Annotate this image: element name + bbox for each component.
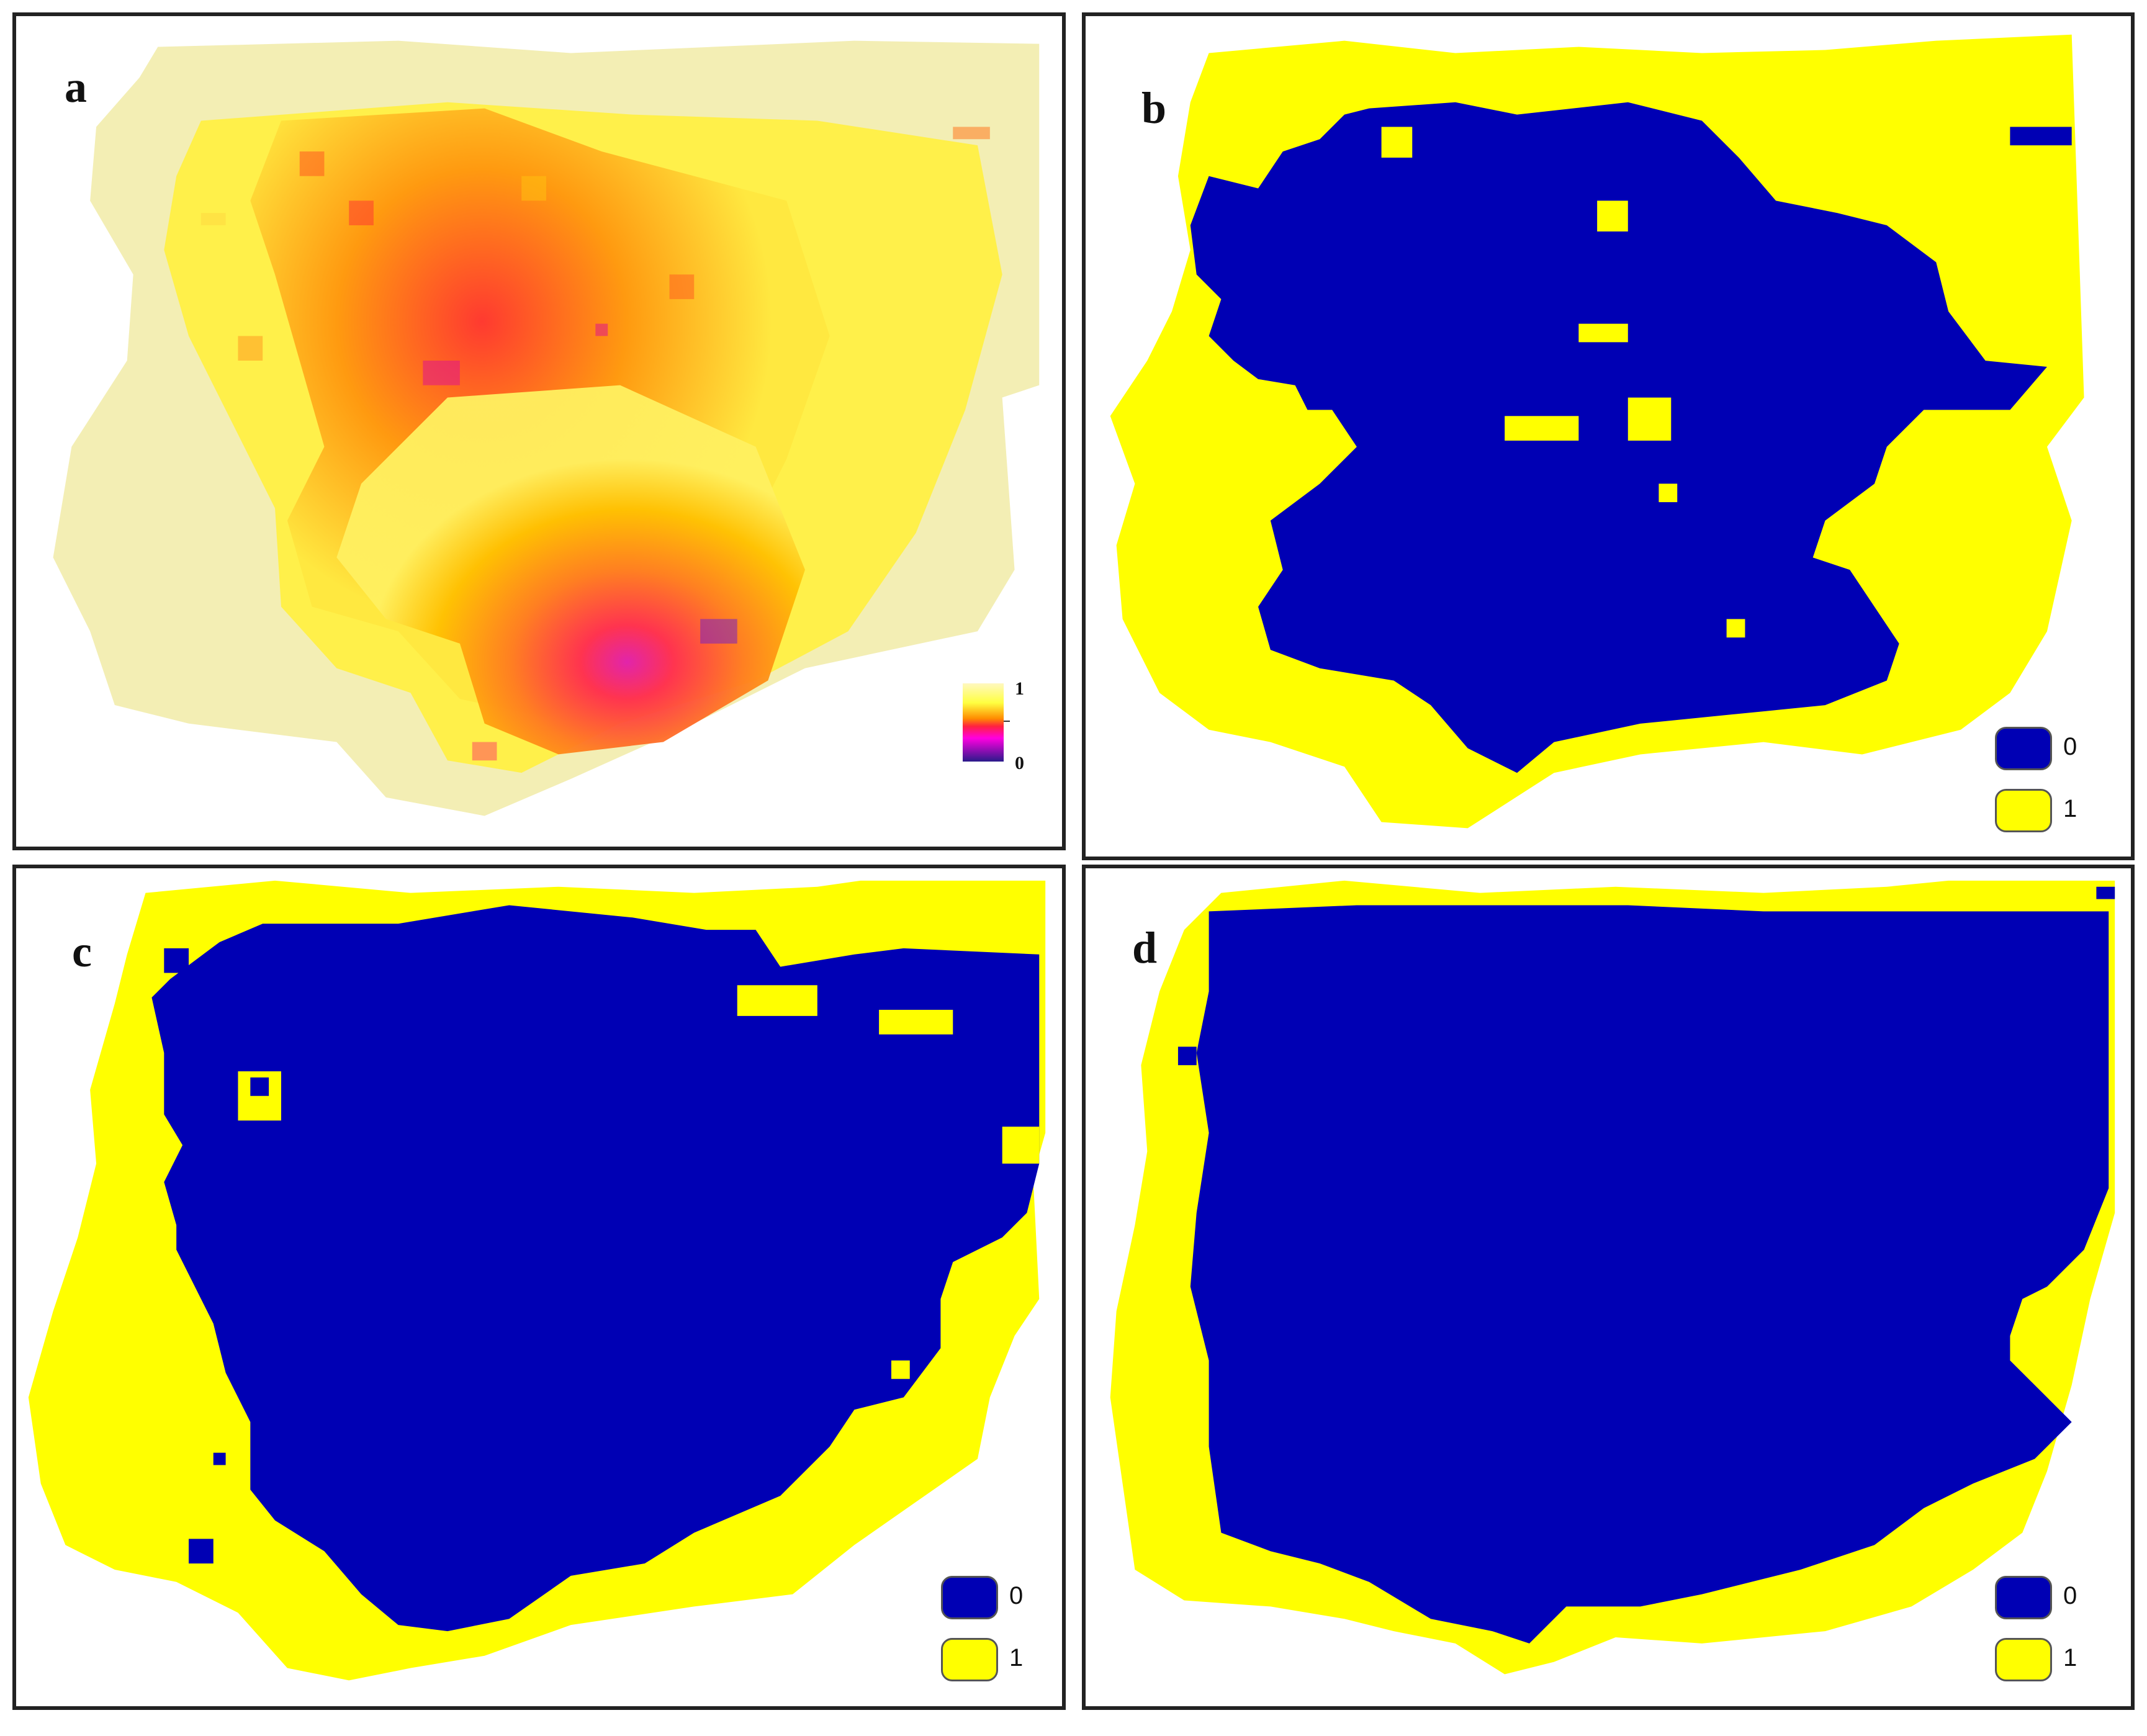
legend-label-1: 1 [2063,1644,2077,1671]
legend-label-0: 0 [2063,733,2077,760]
panel-a-letter: a [65,62,87,112]
panel-b-map [1110,34,2084,829]
panel-b-class0-islands [1258,127,2072,287]
panel-d-legend: 0 1 [1995,1576,2119,1694]
legend-item-0: 0 [1995,727,2119,776]
legend-item-1: 1 [1995,1638,2119,1688]
legend-swatch-1 [1995,1638,2052,1681]
legend-item-1: 1 [941,1638,1062,1688]
legend-item-0: 0 [1995,1576,2119,1626]
legend-swatch-1 [941,1638,998,1681]
legend-label-0: 0 [2063,1582,2077,1609]
panel-b-legend: 0 1 [1995,727,2119,845]
panel-c-legend: 0 1 [941,1576,1062,1694]
panel-b: b 0 1 [1082,12,2135,860]
legend-swatch-0 [1995,1576,2052,1619]
legend-swatch-0 [1995,727,2052,770]
gradient-colorbar [963,683,1004,762]
panel-b-class0-region [1190,102,2047,773]
legend-label-0: 0 [1009,1582,1024,1609]
legend-item-0: 0 [941,1576,1062,1626]
panel-c-class0-islands [164,948,269,1564]
legend-item-1: 1 [1995,789,2119,839]
panel-c: c 0 1 [12,865,1066,1710]
panel-a-hotspot-region [336,385,805,755]
panel-d-letter: d [1132,923,1158,973]
panel-d: d 0 1 [1082,865,2135,1710]
panel-a-map [53,40,1040,816]
legend-swatch-0 [941,1576,998,1619]
panel-a-gradient-legend: 1 0 [963,678,1050,773]
panel-a-pixel-texture [200,127,990,761]
panel-d-map [1110,880,2115,1675]
panel-d-class0-region [1190,905,2109,1644]
gradient-max-label: 1 [1015,678,1024,699]
legend-label-1: 1 [2063,795,2077,822]
panel-c-class1-islands [238,985,1040,1379]
panel-a: a 1 0 [12,12,1066,850]
legend-label-1: 1 [1009,1644,1024,1671]
panel-b-letter: b [1141,83,1167,133]
panel-c-letter: c [72,927,92,976]
panel-c-map [28,880,1046,1681]
gradient-min-label: 0 [1015,753,1024,773]
panel-b-class1-islands [1381,127,1745,638]
panel-d-class0-islands [1177,886,2115,1066]
legend-swatch-1 [1995,789,2052,832]
panel-c-class0-region [151,905,1040,1632]
gradient-mid-tick [1004,721,1010,722]
